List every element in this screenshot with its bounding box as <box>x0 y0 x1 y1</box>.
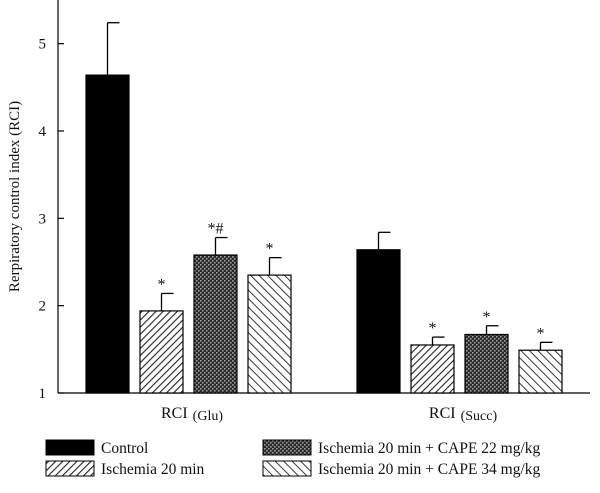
category-label: RCI (Glu) <box>161 405 223 424</box>
legend-swatch <box>45 460 95 477</box>
y-axis-label: Rerpiratory control index (RCI) <box>7 101 23 292</box>
legend-label: Ischemia 20 min + CAPE 34 mg/kg <box>318 461 541 478</box>
significance-mark: * <box>158 276 166 293</box>
bar <box>247 274 292 394</box>
bar <box>410 344 455 394</box>
bar <box>139 310 184 394</box>
bar <box>356 249 401 394</box>
category-label-main: RCI <box>161 405 188 422</box>
category-labels: RCI (Glu) RCI (Succ) <box>161 405 497 424</box>
significance-mark: * <box>537 325 545 342</box>
category-label-main: RCI <box>429 405 456 422</box>
y-tick-label: 1 <box>39 386 47 402</box>
bar <box>85 74 130 394</box>
y-tick-label: 4 <box>39 124 47 140</box>
significance-mark: *# <box>208 221 224 238</box>
category-label-sub: (Glu) <box>193 409 224 424</box>
bars: * * *# * * * <box>85 22 563 394</box>
bar <box>518 349 563 394</box>
y-tick-label: 2 <box>39 299 47 315</box>
y-tick-label: 5 <box>39 37 47 53</box>
significance-mark: * <box>429 320 437 337</box>
legend-label: Ischemia 20 min <box>101 461 205 478</box>
category-label: RCI (Succ) <box>429 405 498 424</box>
y-tick-label: 3 <box>39 211 47 227</box>
legend-swatch <box>262 460 312 477</box>
legend: Control Ischemia 20 min Ischemia 20 min + … <box>45 439 541 478</box>
legend-label: Ischemia 20 min + CAPE 22 mg/kg <box>318 440 541 457</box>
significance-mark: * <box>483 309 491 326</box>
bar <box>464 333 509 394</box>
bar <box>193 254 238 394</box>
legend-swatch <box>45 439 95 456</box>
significance-mark: * <box>266 241 274 258</box>
legend-swatch <box>262 439 312 456</box>
category-label-sub: (Succ) <box>461 409 498 424</box>
legend-label: Control <box>101 440 148 457</box>
